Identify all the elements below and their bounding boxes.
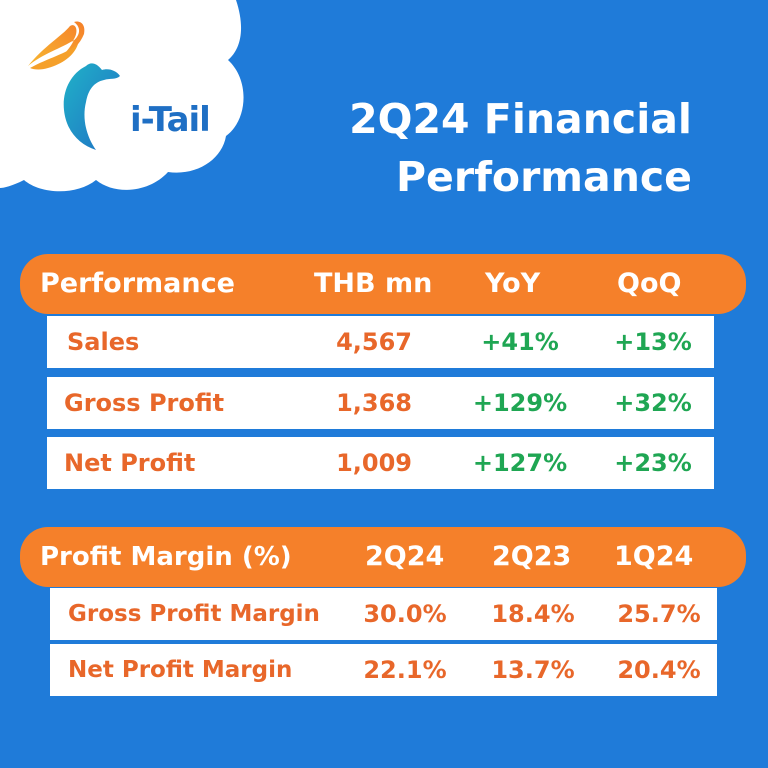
row-1q24: 25.7% [617,600,701,628]
row-2q23: 13.7% [491,656,575,684]
table-row: Sales 4,567 +41% +13% [47,316,714,368]
row-2q24: 30.0% [363,600,447,628]
row-yoy: +129% [472,389,568,417]
margin-header: Profit Margin (%) 2Q24 2Q23 1Q24 [20,527,746,587]
row-label: Net Profit [64,449,196,477]
title-line-1: 2Q24 Financial [349,95,692,143]
row-qoq: +32% [614,389,692,417]
header-2q23: 2Q23 [492,541,572,572]
header-2q24: 2Q24 [365,541,445,572]
header-performance: Performance [40,268,235,299]
table-row: Net Profit 1,009 +127% +23% [47,437,714,489]
cloud-shape [0,0,244,192]
row-value: 1,009 [336,449,412,477]
logo-text: i-Tail [130,100,211,140]
title-line-2: Performance [396,153,692,201]
row-qoq: +13% [614,328,692,356]
performance-header: Performance THB mn YoY QoQ [20,254,746,314]
row-value: 4,567 [336,328,412,356]
row-label: Gross Profit Margin [68,601,320,627]
header-thb-mn: THB mn [314,268,433,299]
row-label: Gross Profit [64,389,225,417]
header-yoy: YoY [485,268,541,299]
row-yoy: +41% [481,328,559,356]
row-2q23: 18.4% [491,600,575,628]
page-title: 2Q24 Financial Performance [349,90,692,206]
table-row: Net Profit Margin 22.1% 13.7% 20.4% [50,644,717,696]
logo-mark-icon [28,21,120,150]
row-1q24: 20.4% [617,656,701,684]
row-yoy: +127% [472,449,568,477]
row-label: Net Profit Margin [68,657,293,683]
table-row: Gross Profit Margin 30.0% 18.4% 25.7% [50,588,717,640]
row-qoq: +23% [614,449,692,477]
header-qoq: QoQ [617,268,682,299]
row-label: Sales [67,328,140,356]
brand-logo: i-Tail [22,18,222,158]
row-2q24: 22.1% [363,656,447,684]
row-value: 1,368 [336,389,412,417]
header-1q24: 1Q24 [614,541,694,572]
table-row: Gross Profit 1,368 +129% +32% [47,377,714,429]
header-profit-margin: Profit Margin (%) [40,542,292,572]
